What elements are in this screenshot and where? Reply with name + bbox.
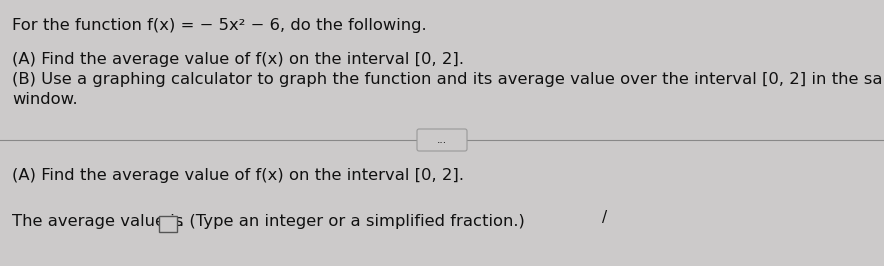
FancyBboxPatch shape [417, 129, 467, 151]
Text: For the function f(x) = − 5x² − 6, do the following.: For the function f(x) = − 5x² − 6, do th… [12, 18, 427, 33]
Text: /: / [602, 210, 607, 225]
Text: . (Type an integer or a simplified fraction.): . (Type an integer or a simplified fract… [179, 214, 525, 229]
Text: (B) Use a graphing calculator to graph the function and its average value over t: (B) Use a graphing calculator to graph t… [12, 72, 884, 87]
Bar [159, 216, 177, 232]
Text: ...: ... [437, 135, 447, 145]
Text: window.: window. [12, 92, 78, 107]
Text: (A) Find the average value of f(x) on the interval [0, 2].: (A) Find the average value of f(x) on th… [12, 168, 464, 183]
Text: The average value is: The average value is [12, 214, 188, 229]
Text: (A) Find the average value of f(x) on the interval [0, 2].: (A) Find the average value of f(x) on th… [12, 52, 464, 67]
